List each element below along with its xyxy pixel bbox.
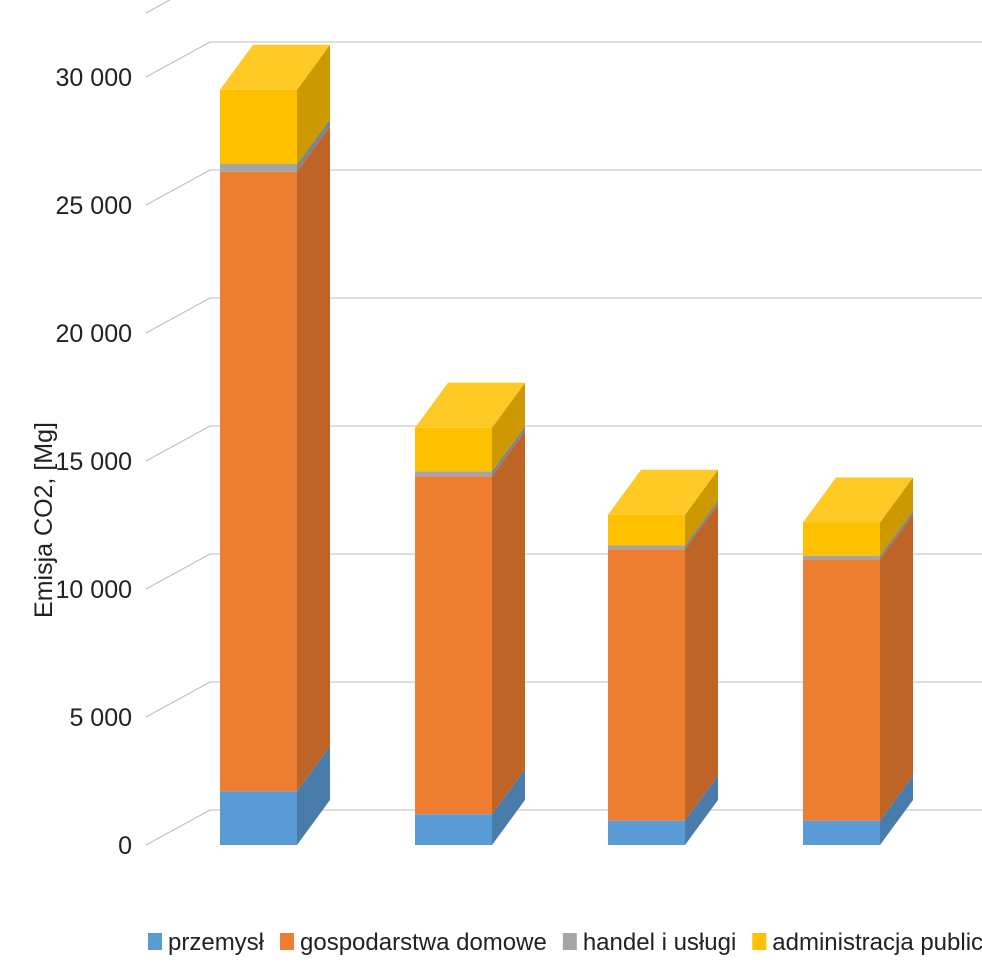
bar-top [220,44,330,90]
bar-segment [803,522,880,556]
bar-stack [220,44,330,845]
gridline-diagonal [145,681,211,718]
bar-side [492,382,525,472]
gridline-diagonal [145,425,211,462]
bar-segment [608,820,685,845]
legend-item: handel i usługi [562,929,736,956]
legend-item: gospodarstwa domowe [280,929,547,956]
bar-segment [608,549,685,821]
bar-side [297,44,330,165]
bar-segment [415,476,492,815]
gridline-diagonal [145,41,211,78]
bar-side [880,510,913,560]
bar-segment [220,171,297,792]
bar-stack [415,382,525,845]
bar-segment [415,814,492,845]
bar-side [685,775,718,845]
legend-item: administracja publiczna [752,929,982,956]
bar-top [415,382,525,428]
gridline-diagonal [145,297,211,334]
bar-segment [220,89,297,165]
bar-side [297,746,330,845]
bar-side [880,477,913,556]
bar-side [685,500,718,550]
y-axis: 0 5 000 10 000 15 000 20 000 25 000 30 000 [56,64,132,860]
bar-side [880,775,913,845]
bar-side [492,769,525,845]
bar-side [492,426,525,477]
bar-segment [803,555,880,560]
gridlines [145,0,982,846]
bar-segment [415,427,492,472]
bar-side [297,119,330,172]
bar-segment [220,164,297,172]
legend-swatch [148,933,162,950]
y-tick-label: 15 000 [56,448,132,476]
gridline-diagonal [145,0,172,14]
bar-side [880,514,913,821]
legend-label: gospodarstwa domowe [300,929,547,956]
legend-label: administracja publiczna [772,929,982,956]
legend-swatch [562,933,577,950]
bar-stack [608,469,718,845]
legend-label: przemysł [168,929,265,956]
bar-top [608,469,718,515]
legend-item: przemysł [148,929,265,956]
bar-side [685,469,718,546]
legend: przemysł gospodarstwa domowe handel i usłu… [148,929,982,956]
bar-top [803,477,913,523]
y-tick-label: 20 000 [56,320,132,348]
bar-side [492,431,525,815]
gridline-diagonal [145,809,211,846]
bar-stack [803,477,913,845]
bar-segment [803,820,880,845]
legend-label: handel i usługi [583,929,736,956]
y-tick-label: 25 000 [56,192,132,220]
y-tick-label: 0 [118,832,132,860]
bar-segment [803,559,880,821]
y-tick-label: 10 000 [56,576,132,604]
bar-side [685,504,718,821]
y-tick-label: 30 000 [56,64,132,92]
legend-swatch [752,933,767,950]
y-tick-label: 5 000 [69,704,132,732]
bars [220,44,913,845]
y-axis-title: Emisja CO2, [Mg] [30,422,58,618]
bar-segment [415,471,492,477]
gridline-diagonal [145,553,211,590]
bar-side [297,126,330,792]
bar-segment [220,791,297,845]
bar-segment [608,514,685,546]
legend-swatch [280,933,295,950]
bar-segment [608,545,685,550]
gridline-diagonal [145,169,211,206]
